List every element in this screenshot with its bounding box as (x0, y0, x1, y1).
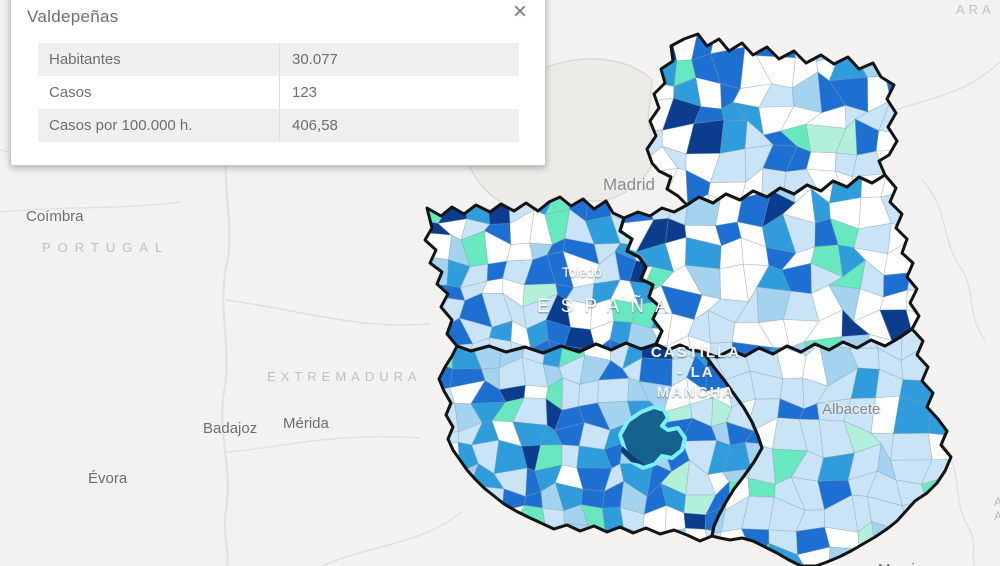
map-label-albacete: Albacete (822, 401, 880, 418)
map-label-castilla-1: CASTILLA (651, 344, 741, 361)
selected-municipality-valdepenas[interactable] (618, 405, 687, 470)
table-row: Casos por 100.000 h. 406,58 (38, 109, 519, 142)
map-label-castilla-3: MANCHA (657, 384, 736, 401)
map-label-fragment-1: A (994, 495, 1000, 509)
map-label-madrid: Madrid (603, 175, 655, 194)
popup-attribute-table: Habitantes 30.077 Casos 123 Casos por 10… (38, 43, 519, 142)
map-label-murcia: Murcia (878, 561, 924, 566)
map-label-badajoz: Badajoz (203, 420, 257, 437)
map-label-castilla-2: - LA (677, 364, 714, 381)
map-label-portugal: PORTUGAL (42, 240, 169, 255)
map-label-merida: Mérida (283, 415, 330, 432)
map-label-evora: Évora (88, 470, 128, 487)
popup-title: Valdepeñas (27, 7, 119, 26)
row-value: 30.077 (279, 43, 519, 76)
map-label-aragon-fragment: ARA (956, 2, 995, 17)
table-row: Habitantes 30.077 (38, 43, 519, 76)
row-label: Casos por 100.000 h. (49, 117, 193, 134)
map-label-toledo: Toledo (562, 265, 602, 280)
row-label: Habitantes (49, 51, 121, 68)
map-label-fragment-2: A (994, 509, 1000, 523)
row-value: 123 (279, 76, 519, 109)
row-value: 406,58 (279, 109, 519, 142)
map-label-coimbra: Coímbra (26, 208, 84, 225)
close-icon[interactable]: × (512, 0, 527, 25)
table-row: Casos 123 (38, 76, 519, 109)
map-label-extremadura: EXTREMADURA (267, 369, 422, 384)
row-label: Casos (49, 84, 92, 101)
map-label-espana: ESPAÑA (537, 295, 679, 317)
feature-popup: Valdepeñas × Habitantes 30.077 Casos 123… (10, 0, 546, 166)
